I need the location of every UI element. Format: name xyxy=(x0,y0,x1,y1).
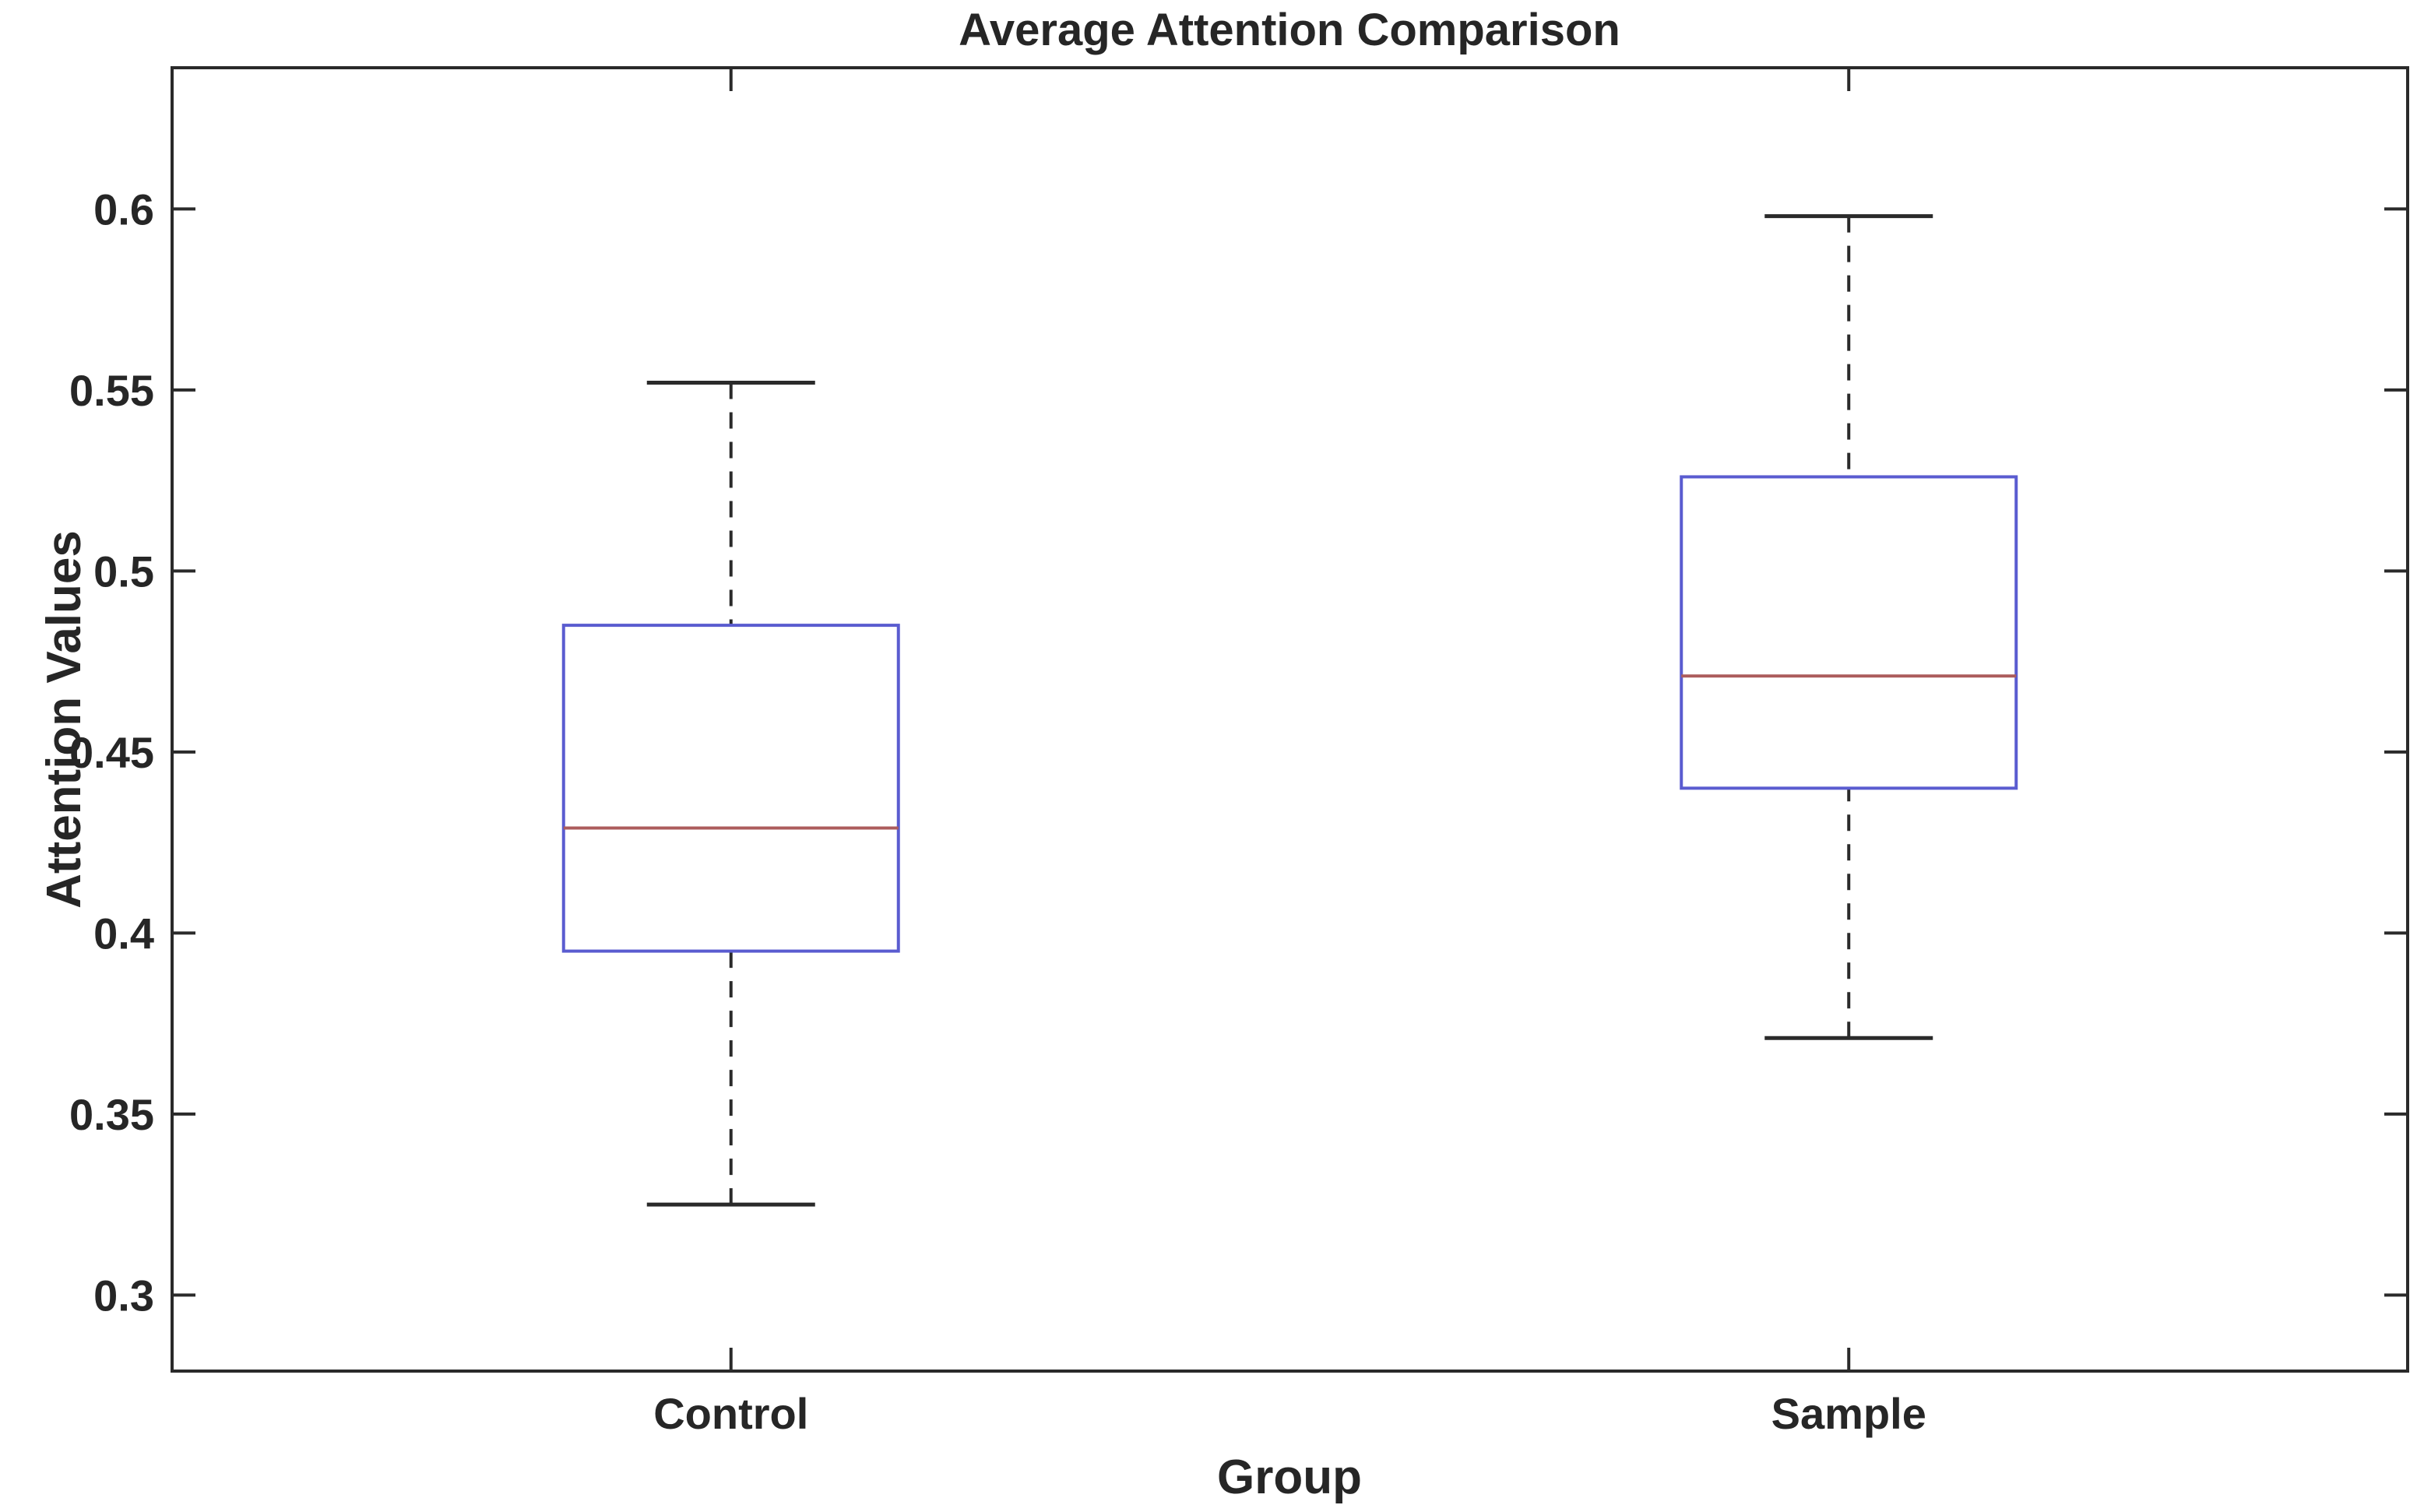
iqr-box xyxy=(561,624,900,953)
y-tick-label: 0.4 xyxy=(93,909,154,958)
x-axis-label: Group xyxy=(1217,1450,1362,1504)
x-tick-labels: Control Sample xyxy=(653,1389,1926,1438)
y-tick-label: 0.55 xyxy=(69,366,154,415)
chart-title: Average Attention Comparison xyxy=(959,5,1620,55)
y-tick-label: 0.5 xyxy=(93,547,154,596)
y-tick-label: 0.3 xyxy=(93,1271,154,1320)
sample-boxplot xyxy=(1680,214,2018,1040)
x-tick-label: Control xyxy=(653,1389,808,1438)
y-tick-label: 0.35 xyxy=(69,1090,154,1139)
y-tick-labels: 0.3 0.35 0.4 0.45 0.5 0.55 0.6 xyxy=(69,185,154,1320)
y-tick-label: 0.6 xyxy=(93,185,154,234)
y-axis-label: Attention Values xyxy=(37,530,91,909)
x-tick-label: Sample xyxy=(1771,1389,1926,1438)
axis-ticks xyxy=(172,68,2408,1371)
iqr-box xyxy=(1680,475,2018,790)
plot-border xyxy=(171,66,2409,1373)
boxes xyxy=(561,214,2018,1207)
control-boxplot xyxy=(561,381,900,1207)
y-tick-label: 0.45 xyxy=(69,728,154,777)
